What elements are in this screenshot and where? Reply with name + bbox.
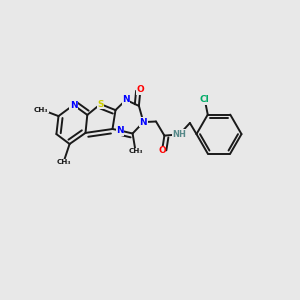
Text: N: N [122,95,130,104]
Text: N: N [140,118,147,127]
Text: CH₃: CH₃ [128,148,143,154]
Text: Cl: Cl [200,95,210,104]
Text: NH: NH [172,130,186,139]
Text: N: N [116,126,124,135]
Text: O: O [136,85,144,94]
Text: CH₃: CH₃ [56,159,71,165]
Text: N: N [70,100,77,109]
Text: O: O [158,146,166,155]
Text: CH₃: CH₃ [34,106,48,112]
Text: S: S [97,100,104,109]
